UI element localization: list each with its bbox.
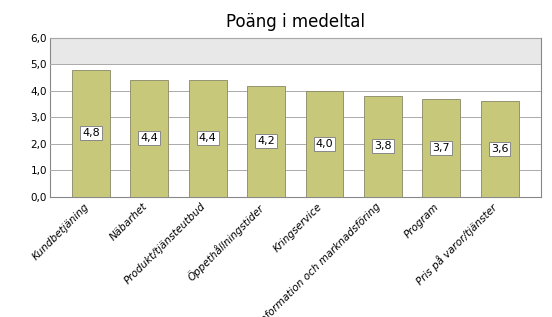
Text: 4,0: 4,0: [316, 139, 333, 149]
Bar: [247, 86, 285, 197]
Text: 4,4: 4,4: [141, 133, 158, 143]
Text: 3,7: 3,7: [432, 143, 450, 153]
Bar: [306, 91, 343, 197]
Bar: [422, 99, 460, 197]
Text: 3,6: 3,6: [491, 144, 508, 154]
Bar: [189, 80, 227, 197]
Text: 4,2: 4,2: [257, 136, 275, 146]
Bar: [130, 80, 168, 197]
Bar: [481, 101, 519, 197]
Bar: [364, 96, 402, 197]
Title: Poäng i medeltal: Poäng i medeltal: [226, 13, 365, 31]
Text: 4,4: 4,4: [199, 133, 216, 143]
Bar: [72, 70, 110, 197]
Bar: [50, 38, 541, 64]
Text: 4,8: 4,8: [82, 128, 100, 138]
Text: 3,8: 3,8: [374, 141, 392, 151]
